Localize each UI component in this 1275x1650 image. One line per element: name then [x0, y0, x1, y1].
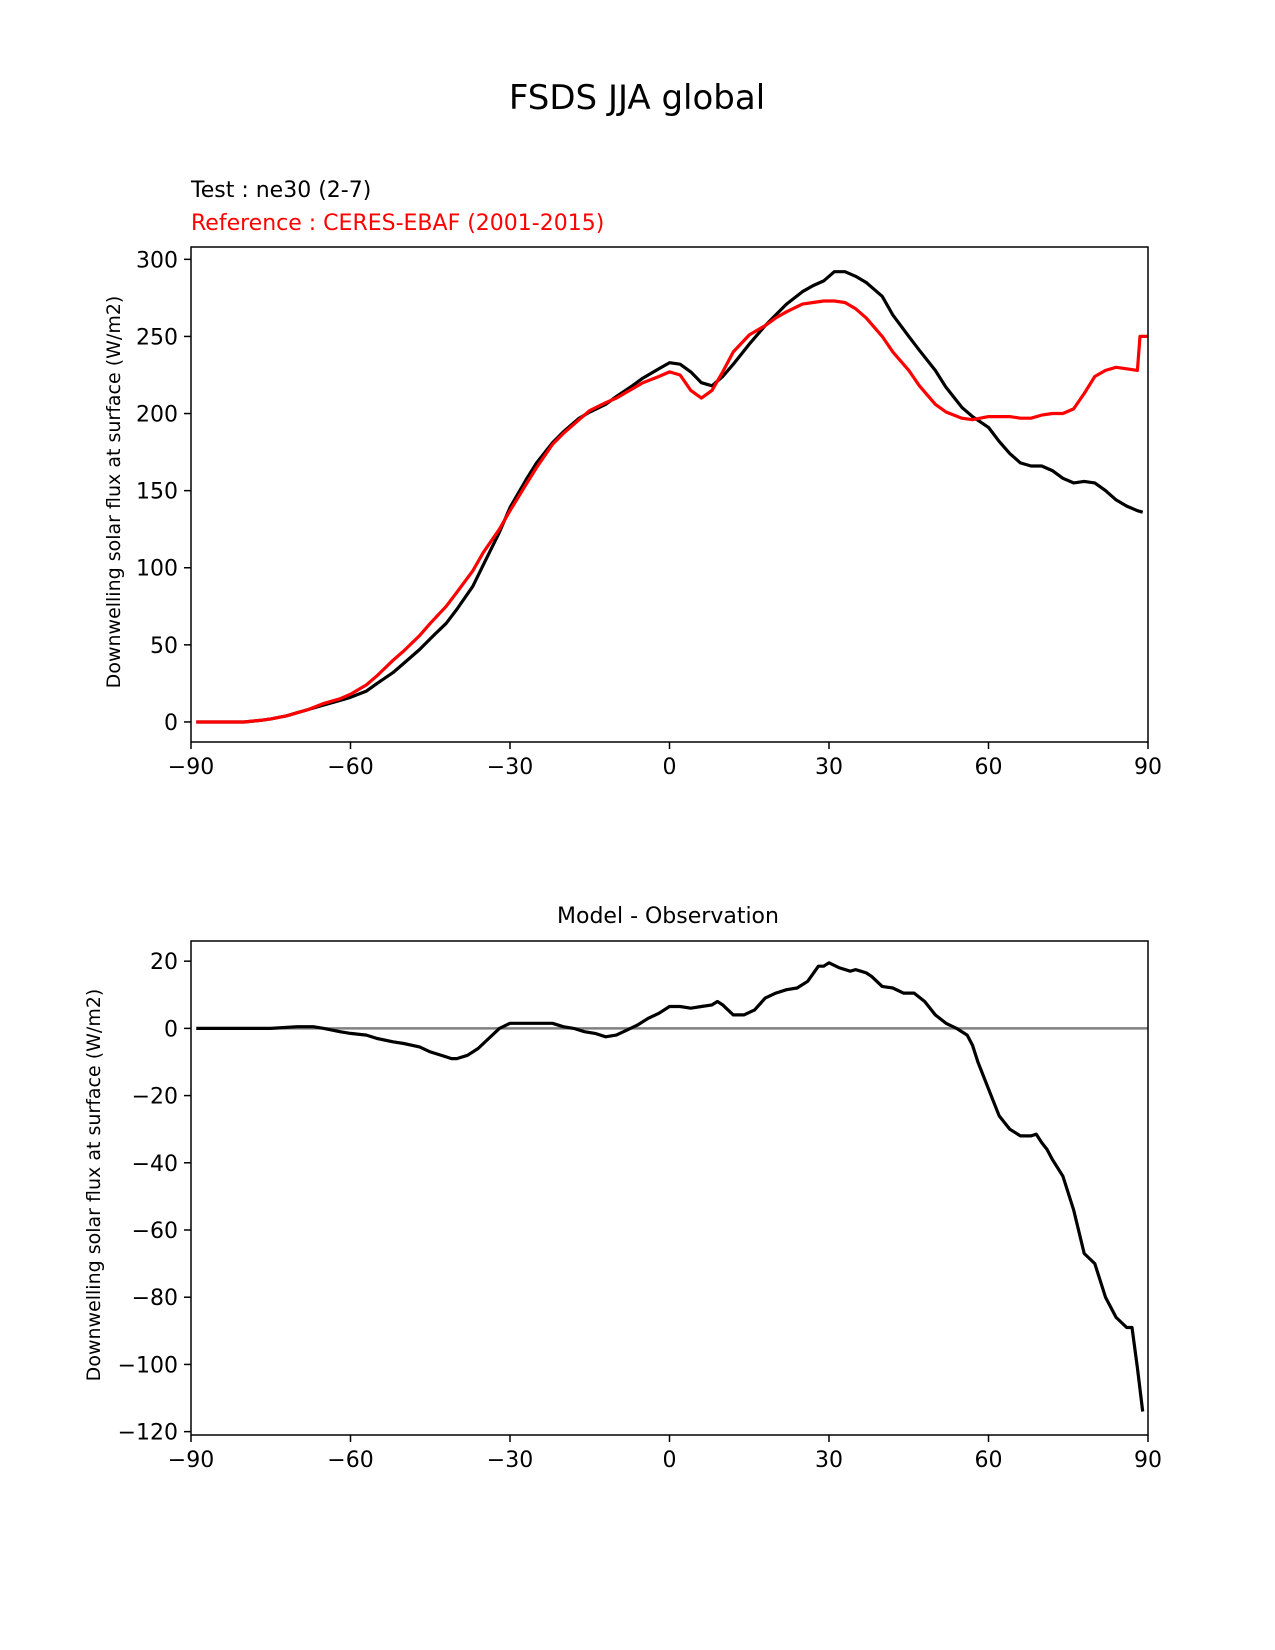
top-x-tick-label: −30: [487, 755, 533, 780]
top-y-tick-label: 0: [164, 711, 178, 736]
top-series-0: [196, 270, 1144, 724]
bottom-x-tick-label: 60: [975, 1448, 1003, 1473]
top-y-tick-label: 250: [136, 325, 178, 350]
top-x-tick-label: 30: [815, 755, 843, 780]
bottom-series-0: [196, 961, 1145, 1412]
bottom-y-tick-label: 0: [164, 1017, 178, 1042]
bottom-y-tick-label: −100: [118, 1353, 178, 1378]
top-x-tick-label: 60: [975, 755, 1003, 780]
bottom-y-tick-label: −120: [118, 1421, 178, 1446]
reference-label: Reference : CERES-EBAF (2001-2015): [191, 211, 604, 236]
top-chart: Test : ne30 (2-7) Reference : CERES-EBAF…: [103, 178, 1162, 780]
top-plot-area: −90 −60 −30 0 30 60 90 0 50 100 150 200 250 300: [136, 246, 1162, 780]
top-y-tick-label: 300: [136, 248, 178, 273]
top-y-tick-label: 100: [136, 557, 178, 582]
bottom-x-tick-label: 90: [1134, 1448, 1162, 1473]
bottom-chart: Model - Observation Downwelling solar fl…: [83, 904, 1162, 1473]
bottom-x-tick-label: 30: [815, 1448, 843, 1473]
figure-title: FSDS JJA global: [509, 78, 765, 118]
top-series-1: [196, 299, 1148, 724]
bottom-chart-title: Model - Observation: [557, 904, 779, 929]
bottom-x-tick-label: 0: [663, 1448, 677, 1473]
top-x-tick-label: −90: [168, 755, 214, 780]
bottom-plot-area: −90 −60 −30 0 30 60 90 −120 −100 −80 −60 −40 −20 0 20: [118, 940, 1162, 1473]
bottom-y-tick-label: −40: [132, 1152, 178, 1177]
bottom-y-tick-label: −60: [132, 1219, 178, 1244]
bottom-y-tick-label: −80: [132, 1286, 178, 1311]
top-y-tick-label: 50: [150, 634, 178, 659]
bottom-x-tick-label: −30: [487, 1448, 533, 1473]
test-label: Test : ne30 (2-7): [190, 178, 371, 203]
bottom-y-axis-label: Downwelling solar flux at surface (W/m2): [83, 989, 105, 1382]
top-x-tick-label: 0: [663, 755, 677, 780]
top-y-tick-label: 150: [136, 480, 178, 505]
top-y-axis-label: Downwelling solar flux at surface (W/m2): [103, 296, 125, 689]
bottom-plot-frame: [190, 940, 1149, 1436]
bottom-x-tick-label: −90: [168, 1448, 214, 1473]
top-plot-frame: [190, 246, 1149, 743]
bottom-x-tick-label: −60: [327, 1448, 373, 1473]
top-x-tick-label: 90: [1134, 755, 1162, 780]
top-y-tick-label: 200: [136, 403, 178, 428]
bottom-y-tick-label: 20: [150, 950, 178, 975]
top-x-tick-label: −60: [327, 755, 373, 780]
bottom-y-tick-label: −20: [132, 1085, 178, 1110]
